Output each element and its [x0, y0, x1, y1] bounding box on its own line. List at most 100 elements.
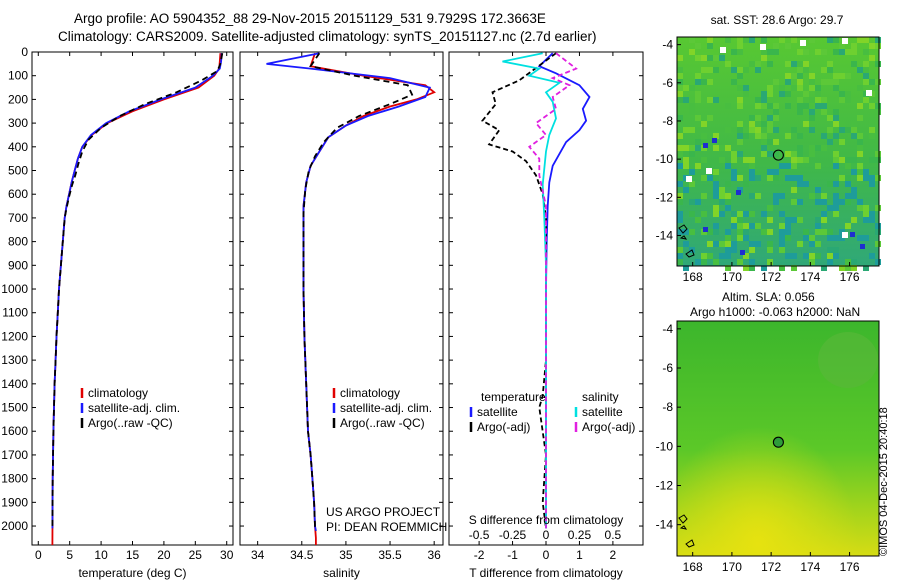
sst-cell — [779, 85, 785, 91]
sst-cell — [863, 205, 869, 211]
sst-missing-cell — [842, 232, 848, 238]
sst-cell — [875, 61, 881, 67]
sst-cell — [785, 229, 791, 235]
sst-cell — [869, 253, 875, 259]
sst-cell — [725, 265, 731, 271]
sst-cell — [689, 151, 695, 157]
sst-cell — [857, 37, 863, 43]
sst-cell — [851, 217, 857, 223]
sst-cell — [737, 103, 743, 109]
sst-cold-cell — [860, 244, 865, 249]
sst-cell — [743, 211, 749, 217]
sst_map-ytick-label: -8 — [662, 114, 673, 128]
sst-cell — [833, 181, 839, 187]
sst-cell — [737, 139, 743, 145]
sst-cell — [755, 103, 761, 109]
sst-cell — [863, 265, 869, 271]
sst-cell — [845, 91, 851, 97]
sst-cell — [839, 49, 845, 55]
sst-cell — [809, 151, 815, 157]
sst-cell — [707, 253, 713, 259]
sst-cell — [683, 241, 689, 247]
sst-cell — [725, 247, 731, 253]
temperature-ytick-label: 1200 — [1, 329, 28, 343]
sst-cell — [695, 259, 701, 265]
sst-missing-cell — [706, 168, 712, 174]
sst-cell — [839, 73, 845, 79]
sst-cell — [677, 97, 683, 103]
sst-cell — [677, 229, 683, 235]
sst-cell — [815, 163, 821, 169]
salinity-xtick-label: 35 — [339, 548, 353, 562]
sst-cell — [791, 175, 797, 181]
sst-cell — [773, 49, 779, 55]
sst-cell — [857, 205, 863, 211]
sst-cell — [833, 211, 839, 217]
annotation-project: US ARGO PROJECT — [326, 505, 441, 519]
sst-cell — [791, 61, 797, 67]
sst-cell — [821, 103, 827, 109]
sla_map-axes-box — [676, 320, 880, 557]
sst-cell — [725, 61, 731, 67]
sst-cell — [851, 121, 857, 127]
sst_map-ytick-label: -4 — [662, 38, 673, 52]
sst-cell — [749, 265, 755, 271]
sst-cell — [725, 205, 731, 211]
sst-cell — [815, 145, 821, 151]
sst-cell — [749, 259, 755, 265]
temperature-ytick-label: 1000 — [1, 282, 28, 296]
sst-cell — [743, 265, 749, 271]
sst-cell — [755, 241, 761, 247]
sst-cell — [821, 217, 827, 223]
sst-cell — [743, 229, 749, 235]
sst-cell — [677, 193, 683, 199]
sst-cell — [869, 175, 875, 181]
sst-cell — [869, 127, 875, 133]
sst-cell — [677, 151, 683, 157]
temperature-axes-box — [31, 51, 234, 546]
differences-xtick-label: -2 — [474, 548, 485, 562]
sst-cell — [821, 229, 827, 235]
temperature-ytick-label: 1100 — [2, 306, 28, 320]
salinity-legend-label: Argo(..raw -QC) — [340, 416, 425, 430]
sla_map-ytick-label: -10 — [656, 439, 674, 453]
sst-cell — [713, 55, 719, 61]
sst-cell — [803, 91, 809, 97]
sst-cell — [731, 217, 737, 223]
sst-cell — [821, 109, 827, 115]
sst-cell — [833, 37, 839, 43]
sst-cell — [767, 205, 773, 211]
sst-cold-cell — [740, 250, 745, 255]
sst-cell — [809, 79, 815, 85]
sst-cell — [743, 235, 749, 241]
panel-sst_map: 168 170 172 174 176 -4 -6 -8 -10 -12 -14 sat. SST: … — [656, 13, 881, 284]
copyright-credit: ©IMOS 04-Dec-2015 20:40:18 — [878, 407, 890, 556]
sst-cell — [749, 61, 755, 67]
sst-cell — [821, 133, 827, 139]
sst-cell — [851, 265, 857, 271]
sst-cell — [779, 247, 785, 253]
sst-cell — [761, 55, 767, 61]
temperature-xtick-label: 30 — [220, 548, 234, 562]
sst-cell — [743, 181, 749, 187]
sst-cell — [755, 175, 761, 181]
sst-cell — [719, 193, 725, 199]
sst-cell — [725, 127, 731, 133]
sst-cell — [695, 217, 701, 223]
sst-cell — [713, 187, 719, 193]
sst_map-ytick-label: -6 — [662, 76, 673, 90]
sst_map-axes-box — [676, 36, 880, 267]
sst-cell — [791, 199, 797, 205]
sst-cell — [845, 259, 851, 265]
sst-missing-cell — [800, 40, 806, 46]
sst-cell — [857, 235, 863, 241]
sst-cell — [707, 79, 713, 85]
sst-cell — [755, 115, 761, 121]
sst-cell — [779, 91, 785, 97]
sst-cell — [677, 133, 683, 139]
sst-cell — [785, 217, 791, 223]
sst-cell — [833, 163, 839, 169]
sst-cell — [845, 163, 851, 169]
sst-cell — [815, 97, 821, 103]
sst-cell — [701, 259, 707, 265]
